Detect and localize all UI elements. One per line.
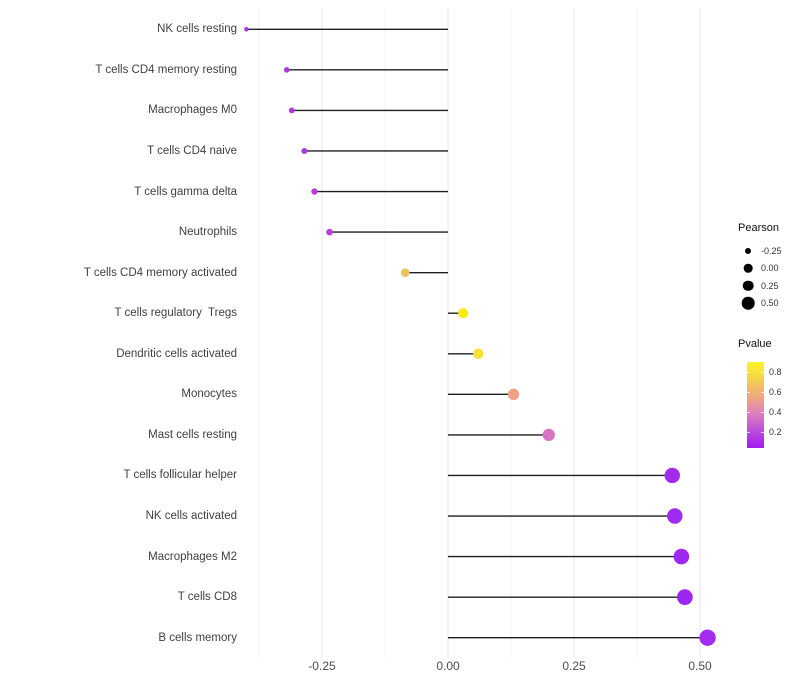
data-point <box>288 107 295 114</box>
pvalue-tick-mark <box>761 432 764 433</box>
pvalue-tick-mark <box>761 372 764 373</box>
y-axis-label: Neutrophils <box>178 226 237 239</box>
pvalue-tick-label: 0.8 <box>769 367 782 377</box>
pvalue-tick-mark <box>747 392 750 393</box>
pearson-legend-title: Pearson <box>738 222 779 234</box>
pvalue-tick-mark <box>747 372 750 373</box>
y-axis-label: Macrophages M2 <box>148 550 237 563</box>
size-legend-label: 0.00 <box>761 263 779 274</box>
y-axis-label: NK cells resting <box>157 23 237 36</box>
size-legend-dot-icon <box>743 263 753 273</box>
size-legend-label: -0.25 <box>761 245 782 256</box>
pvalue-tick-label: 0.4 <box>769 407 782 417</box>
y-axis-label: Monocytes <box>181 388 237 401</box>
size-legend-dot-icon <box>741 296 755 310</box>
y-axis-label: NK cells activated <box>145 510 237 523</box>
data-point <box>326 228 333 236</box>
data-point <box>458 308 469 319</box>
data-point <box>667 508 683 524</box>
pvalue-tick-mark <box>747 412 750 413</box>
y-axis-label: T cells regulatory Tregs <box>114 307 237 320</box>
size-legend-dot-icon <box>745 247 751 254</box>
data-point <box>301 147 308 155</box>
size-legend-dot-icon <box>742 280 754 292</box>
legend: Pearson -0.25 0.00 0.25 0.50 Pvalue 0.8 0.6 0… <box>738 222 800 448</box>
x-axis-tick-label: 0.00 <box>436 659 460 673</box>
pearson-size-legend: -0.25 0.00 0.25 0.50 <box>738 242 800 312</box>
pvalue-tick-mark <box>761 412 764 413</box>
size-legend-label: 0.25 <box>761 280 779 291</box>
y-axis-label: B cells memory <box>158 631 237 644</box>
data-point <box>400 268 410 277</box>
y-axis-label: T cells CD4 memory activated <box>83 266 237 279</box>
y-axis-label: T cells follicular helper <box>123 469 237 482</box>
size-legend-label: 0.50 <box>761 298 779 309</box>
pvalue-legend-title: Pvalue <box>738 338 772 350</box>
y-axis-label: T cells CD4 naive <box>147 144 237 157</box>
data-point <box>664 467 680 484</box>
y-axis-label: T cells CD8 <box>177 591 237 604</box>
pearson-size-entry: 0.50 <box>738 295 800 313</box>
y-axis-label: T cells CD4 memory resting <box>95 63 237 76</box>
x-axis-tick-label: 0.50 <box>688 659 712 673</box>
pvalue-tick-label: 0.6 <box>769 387 782 397</box>
data-point <box>542 428 555 442</box>
data-point <box>673 548 690 565</box>
data-point <box>699 629 716 646</box>
data-point <box>677 589 693 606</box>
data-point <box>244 27 249 32</box>
pvalue-gradient-bar <box>747 362 764 448</box>
pvalue-tick-mark <box>747 432 750 433</box>
pvalue-legend: Pvalue 0.8 0.6 0.4 0.2 <box>738 338 800 448</box>
pvalue-tick-label: 0.2 <box>769 427 782 437</box>
x-axis-tick-label: 0.25 <box>562 659 586 673</box>
data-point <box>283 67 290 73</box>
pvalue-tick-mark <box>761 392 764 393</box>
y-axis-label: Macrophages M0 <box>148 104 237 117</box>
x-axis-tick-label: -0.25 <box>308 659 336 673</box>
data-point <box>472 348 484 360</box>
pearson-size-entry: -0.25 <box>738 242 800 260</box>
y-axis-label: Dendritic cells activated <box>116 347 237 360</box>
pearson-size-entry: 0.25 <box>738 277 800 295</box>
y-axis-label: Mast cells resting <box>148 428 237 441</box>
data-point <box>311 188 318 195</box>
pearson-size-entry: 0.00 <box>738 260 800 278</box>
data-point <box>507 388 520 401</box>
y-axis-label: T cells gamma delta <box>134 185 237 198</box>
